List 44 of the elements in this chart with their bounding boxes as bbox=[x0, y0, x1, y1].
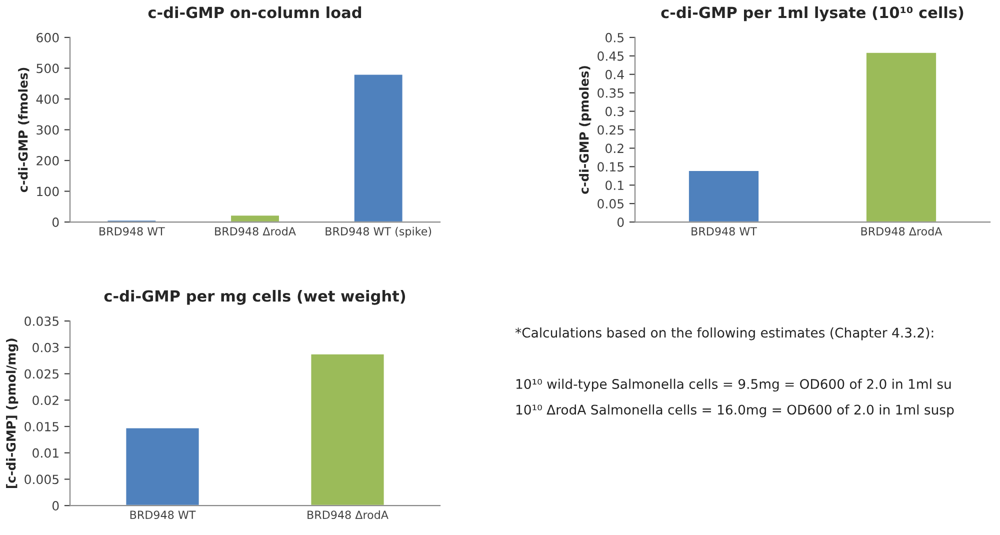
y-tick-label: 100 bbox=[37, 186, 59, 196]
y-tick-label: 0.01 bbox=[32, 448, 58, 458]
y-tick-label: 0 bbox=[52, 501, 59, 510]
y-tick-label: 0.35 bbox=[598, 88, 624, 98]
y-axis-title: c-di-GMP (fmoles) bbox=[18, 68, 30, 192]
text: 10¹⁰ ΔrodA Salmonella cells = 16.0mg = OD600 of 2.0 in 1ml susp bbox=[516, 404, 954, 418]
y-tick-label: 0.1 bbox=[606, 180, 624, 190]
y-tick-label: 0.3 bbox=[606, 106, 624, 116]
y-tick-label: 0 bbox=[617, 217, 624, 227]
x-tick-label: BRD948 ΔrodA bbox=[308, 510, 388, 520]
y-tick-label: 0.15 bbox=[598, 162, 624, 172]
y-tick-label: 400 bbox=[36, 94, 59, 104]
y-tick-label: 0.05 bbox=[598, 199, 624, 208]
chart-title: c-di-GMP per mg cells (wet weight) bbox=[104, 290, 406, 305]
y-axis-title: [c-di-GMP] (pmol/mg) bbox=[6, 338, 18, 488]
y-tick-label: 0.035 bbox=[24, 316, 58, 326]
y-tick-label: 500 bbox=[36, 64, 59, 74]
x-tick-label: BRD948 WT bbox=[100, 227, 165, 236]
y-tick-label: 0.015 bbox=[24, 422, 58, 432]
bar bbox=[230, 214, 280, 222]
y-tick-label: 0.2 bbox=[606, 144, 624, 154]
chart-title: c-di-GMP on-column load bbox=[148, 6, 362, 18]
y-tick-label: 0.025 bbox=[24, 369, 58, 379]
y-tick-label: 200 bbox=[36, 156, 59, 166]
y-tick-label: 0.25 bbox=[598, 125, 624, 135]
x-tick-label: BRD948 WT bbox=[130, 510, 196, 520]
y-axis-title: c-di-GMP (pmoles) bbox=[579, 66, 592, 194]
x-tick-label: BRD948 ΔrodA bbox=[861, 226, 942, 236]
y-tick-label: 0.02 bbox=[32, 396, 58, 406]
x-tick-label: BRD948 WT (spike) bbox=[326, 226, 432, 238]
y-tick-label: 0.45 bbox=[598, 51, 624, 61]
x-tick-label: BRD948 WT bbox=[692, 227, 757, 236]
x-tick-label: BRD948 ΔrodA bbox=[215, 226, 296, 236]
y-tick-label: 600 bbox=[36, 32, 59, 42]
bar bbox=[352, 73, 404, 222]
y-tick-label: 0 bbox=[52, 217, 59, 227]
y-tick-label: 0.03 bbox=[32, 342, 59, 352]
text: 10¹⁰ wild-type Salmonella cells = 9.5mg = OD600 of 2.0 in 1ml su bbox=[516, 378, 951, 392]
y-tick-label: 300 bbox=[36, 125, 59, 135]
y-tick-label: 0.5 bbox=[606, 32, 624, 42]
y-tick-label: 0.005 bbox=[24, 474, 58, 484]
text: *Calculations based on the following estimates (Chapter 4.3.2): bbox=[515, 327, 934, 340]
y-tick-label: 0.4 bbox=[606, 70, 624, 80]
chart-title: c-di-GMP per 1ml lysate (10¹⁰ cells) bbox=[661, 6, 964, 22]
